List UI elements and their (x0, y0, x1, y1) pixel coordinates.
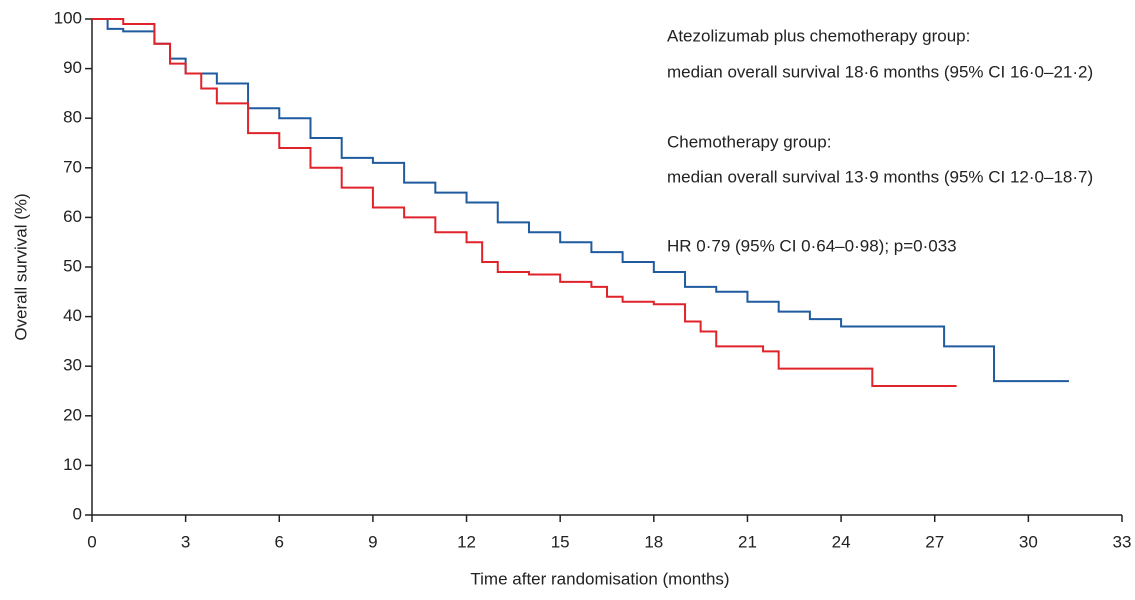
survival-curve (92, 18, 957, 388)
y-tick-label: 70 (63, 157, 82, 176)
y-tick-label: 50 (63, 256, 82, 275)
y-tick-label: 30 (63, 356, 82, 375)
annotation: Chemotherapy group: (667, 132, 831, 151)
annotation: Atezolizumab plus chemotherapy group: (667, 26, 970, 45)
x-tick-label: 9 (368, 532, 377, 551)
x-tick-label: 27 (925, 532, 944, 551)
y-tick-label: 80 (63, 108, 82, 127)
x-tick-label: 18 (644, 532, 663, 551)
annotation: HR 0·79 (95% CI 0·64–0·98); p=0·033 (667, 236, 957, 255)
x-tick-label: 21 (738, 532, 757, 551)
x-tick-label: 33 (1113, 532, 1132, 551)
y-axis-label: Overall survival (%) (11, 193, 30, 340)
annotation: median overall survival 18·6 months (95%… (667, 62, 1093, 81)
x-tick-label: 12 (457, 532, 476, 551)
x-axis-label: Time after randomisation (months) (470, 569, 729, 588)
annotation: median overall survival 13·9 months (95%… (667, 167, 1093, 186)
y-tick-label: 10 (63, 455, 82, 474)
x-tick-label: 15 (551, 532, 570, 551)
y-tick-label: 40 (63, 306, 82, 325)
x-tick-label: 6 (275, 532, 284, 551)
y-tick-label: 100 (54, 8, 82, 27)
x-tick-label: 3 (181, 532, 190, 551)
x-tick-label: 0 (87, 532, 96, 551)
y-tick-label: 90 (63, 58, 82, 77)
y-tick-label: 60 (63, 207, 82, 226)
x-tick-label: 24 (832, 532, 851, 551)
x-tick-label: 30 (1019, 532, 1038, 551)
y-tick-label: 0 (73, 504, 82, 523)
y-tick-label: 20 (63, 405, 82, 424)
